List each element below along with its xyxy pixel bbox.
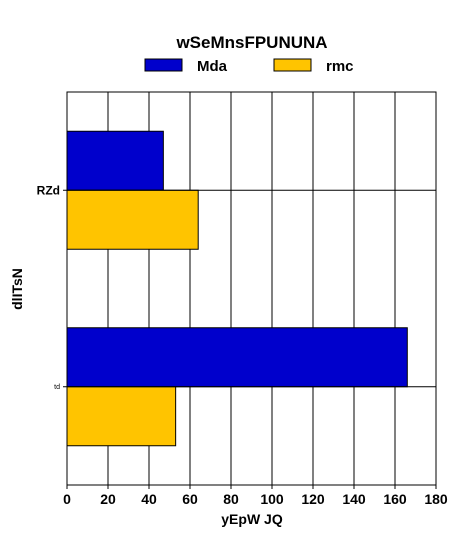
x-tick-label: 120 bbox=[301, 491, 325, 507]
legend: Mda rmc bbox=[144, 58, 354, 75]
bars bbox=[66, 130, 436, 447]
legend-swatch-Mda bbox=[144, 58, 183, 72]
x-tick-label: 80 bbox=[223, 491, 239, 507]
legend-label-Mda: Mda bbox=[197, 58, 228, 75]
x-tick-label: 60 bbox=[182, 491, 198, 507]
x-tick-label: 180 bbox=[424, 491, 448, 507]
ticks: 0 20 40 60 80 100 120 140 160 180 RZd td bbox=[37, 183, 448, 507]
bar-Mda-td bbox=[66, 327, 408, 388]
y-axis-label: dlITsN bbox=[9, 268, 25, 310]
x-tick-label: 20 bbox=[100, 491, 116, 507]
chart-title: wSeMnsFPUNUNA bbox=[175, 33, 327, 52]
y-tick-label: RZd bbox=[37, 183, 60, 197]
bar-Mda-RZd bbox=[66, 130, 164, 191]
y-tick-label: td bbox=[54, 384, 60, 391]
bar-rmc-td bbox=[66, 386, 177, 447]
bar-rmc-RZd bbox=[66, 189, 199, 250]
x-tick-label: 0 bbox=[63, 491, 71, 507]
x-tick-label: 100 bbox=[260, 491, 284, 507]
x-axis-label: yEpW JQ bbox=[221, 511, 283, 527]
legend-swatch-rmc bbox=[273, 58, 312, 72]
legend-label-rmc: rmc bbox=[326, 58, 354, 75]
x-tick-label: 140 bbox=[342, 491, 366, 507]
plot-frame bbox=[66, 91, 437, 486]
x-tick-label: 40 bbox=[141, 491, 157, 507]
x-tick-label: 160 bbox=[383, 491, 407, 507]
